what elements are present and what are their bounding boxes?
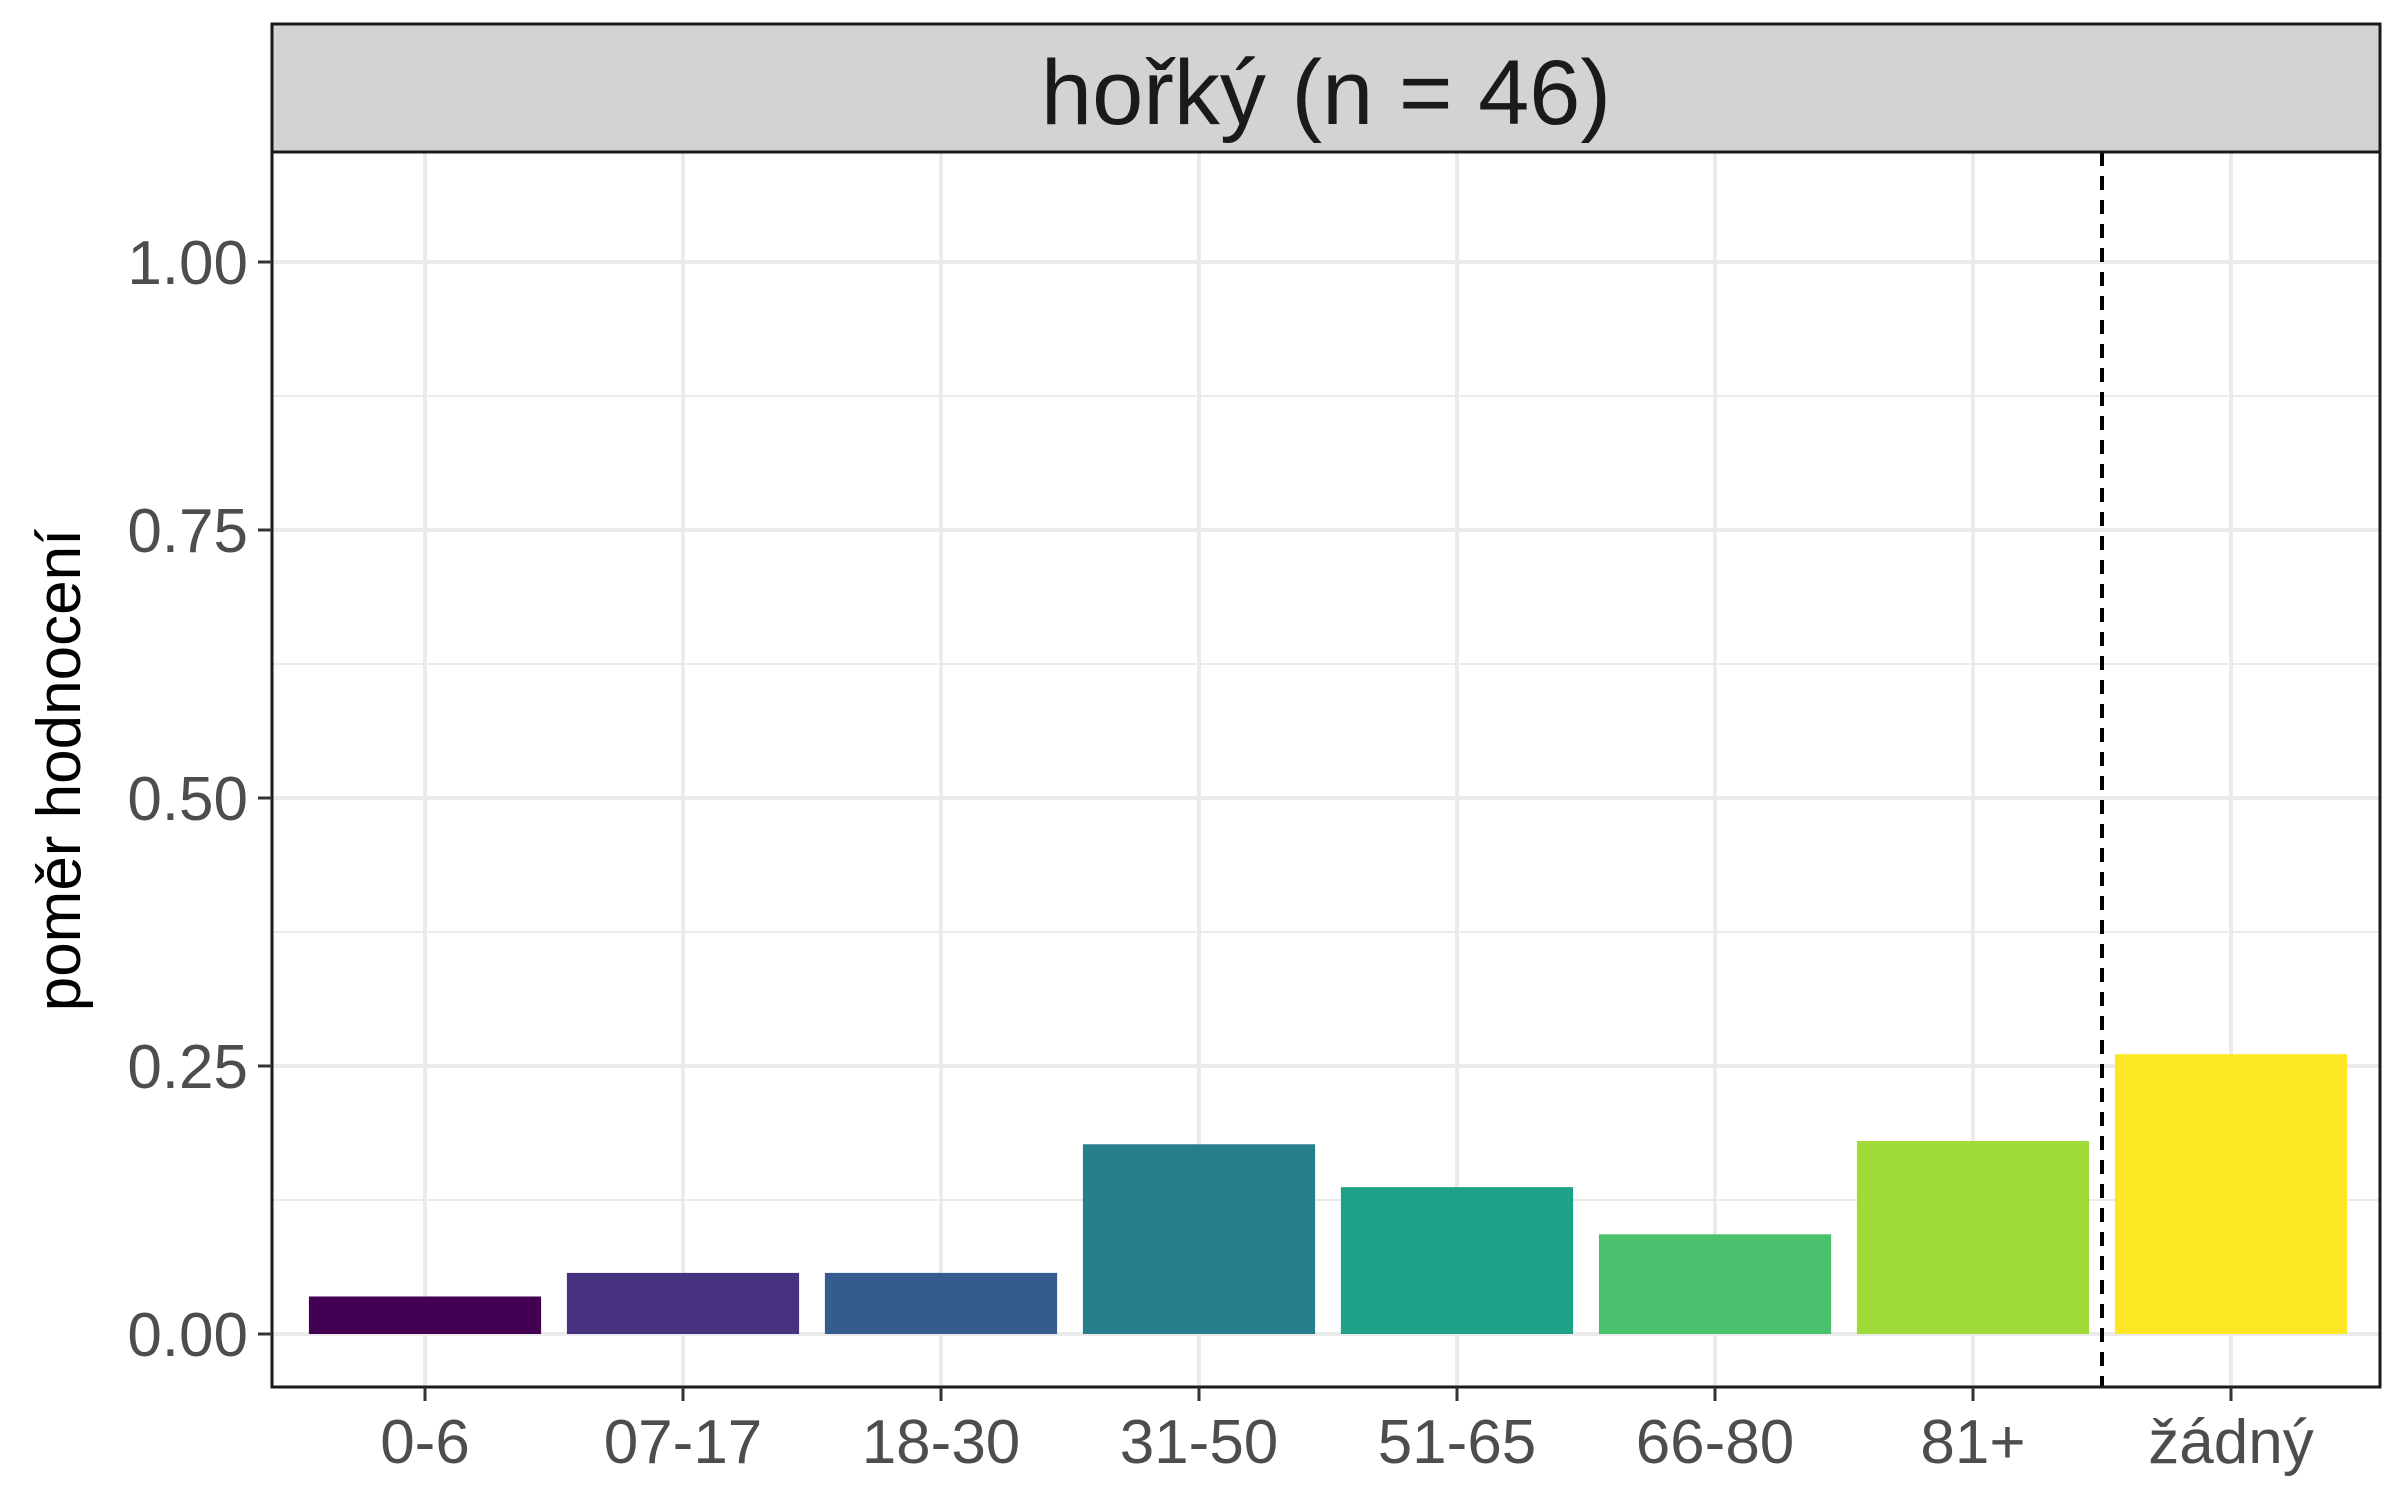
x-tick-label: žádný: [2148, 1408, 2313, 1477]
x-tick-label: 66-80: [1636, 1408, 1795, 1477]
bar-66-80: [1598, 1234, 1832, 1334]
x-tick-label: 81+: [1920, 1408, 2025, 1477]
strip-background: [270, 22, 2382, 154]
bar-81+: [1856, 1141, 2090, 1334]
bar-18-30: [824, 1272, 1058, 1334]
facet-title: hořký (n = 46): [1041, 42, 1611, 144]
y-tick-label: 0.75: [127, 497, 248, 566]
grid-lines: [272, 152, 2380, 1387]
x-axis: 0-6 07-17 18-30 31-50 51-65 66-80 81+ žádný: [380, 1387, 2314, 1477]
y-tick-label: 0.50: [127, 765, 248, 834]
y-tick-label: 0.00: [127, 1301, 248, 1370]
bar-07-17: [566, 1272, 800, 1334]
y-axis-title: poměr hodnocení: [25, 529, 94, 1012]
y-axis: 0.00 0.25 0.50 0.75 1.00: [127, 229, 272, 1370]
y-tick-label: 0.25: [127, 1033, 248, 1102]
bar-31-50: [1082, 1144, 1316, 1334]
panel-border: [270, 150, 2382, 1389]
bar-51-65: [1340, 1187, 1574, 1334]
x-tick-label: 18-30: [862, 1408, 1021, 1477]
x-tick-label: 07-17: [604, 1408, 763, 1477]
x-tick-label: 31-50: [1120, 1408, 1279, 1477]
y-tick-label: 1.00: [127, 229, 248, 298]
bars: [308, 1054, 2348, 1334]
x-tick-label: 51-65: [1378, 1408, 1537, 1477]
bar-0-6: [308, 1296, 542, 1334]
bar-žádný: [2114, 1054, 2348, 1334]
x-tick-label: 0-6: [380, 1408, 470, 1477]
